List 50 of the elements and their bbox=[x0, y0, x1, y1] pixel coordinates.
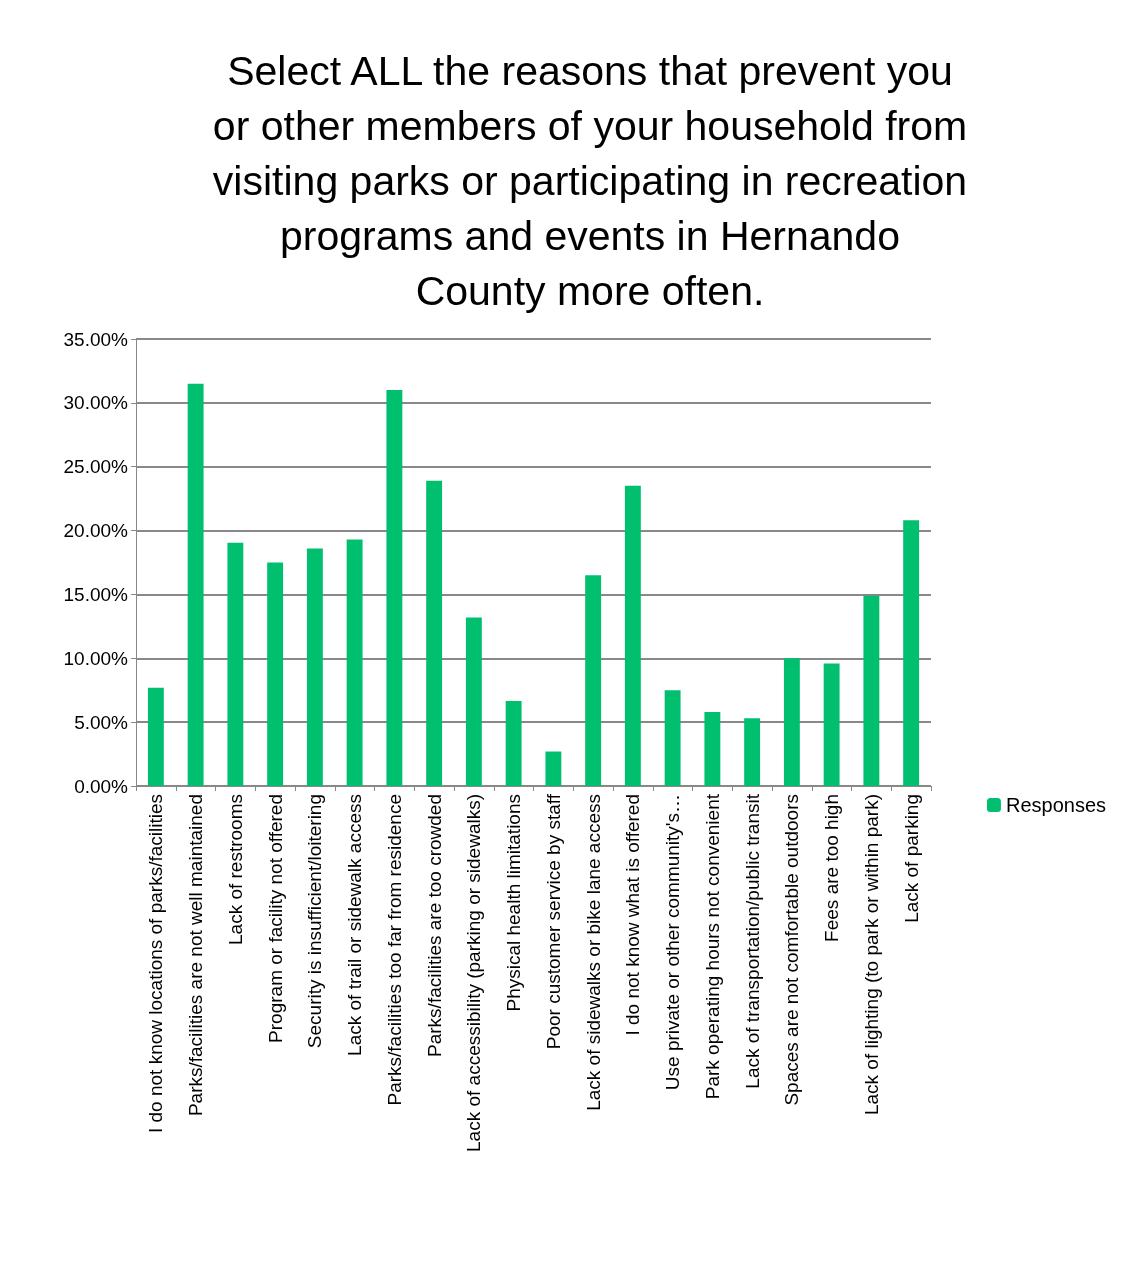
x-tick-label: Program or facility not offered bbox=[264, 794, 286, 1043]
y-tick-label: 5.00% bbox=[74, 711, 129, 733]
y-tick-label: 10.00% bbox=[63, 647, 129, 669]
bar bbox=[624, 485, 641, 786]
x-tick-label: I do not know locations of parks/facilities bbox=[145, 794, 167, 1134]
bar bbox=[306, 548, 323, 786]
bar bbox=[783, 658, 800, 786]
x-tick-label: Parks/facilities are too crowded bbox=[423, 794, 445, 1057]
bar bbox=[147, 687, 164, 786]
x-tick-label: Poor customer service by staff bbox=[542, 793, 564, 1050]
bar bbox=[863, 595, 880, 786]
bar bbox=[823, 663, 840, 786]
bar bbox=[903, 520, 920, 786]
x-tick-label: Lack of sidewalks or bike lane access bbox=[582, 794, 604, 1111]
x-tick-label: Lack of lighting (to park or within park) bbox=[860, 794, 882, 1116]
x-tick-label: Lack of parking bbox=[900, 794, 922, 923]
y-tick-label: 15.00% bbox=[63, 583, 129, 605]
legend-label: Responses bbox=[1005, 794, 1106, 816]
x-tick-label: Lack of transportation/public transit bbox=[741, 793, 763, 1089]
bar bbox=[267, 562, 284, 786]
bar bbox=[346, 539, 363, 786]
x-tick-label: Parks/facilities too far from residence bbox=[383, 794, 405, 1106]
x-tick-label: Park operating hours not convenient bbox=[701, 793, 723, 1100]
bar bbox=[426, 480, 443, 786]
bar bbox=[545, 751, 562, 786]
x-tick-label: Physical health limitations bbox=[503, 794, 525, 1012]
y-tick-label: 35.00% bbox=[63, 328, 129, 350]
y-tick-label: 25.00% bbox=[63, 456, 129, 478]
y-tick-label: 0.00% bbox=[74, 775, 129, 797]
bar bbox=[187, 383, 204, 786]
bar bbox=[386, 390, 403, 786]
x-tick-label: Lack of accessibility (parking or sidewalks) bbox=[463, 794, 485, 1152]
y-tick-label: 20.00% bbox=[63, 520, 129, 542]
bar bbox=[664, 690, 681, 786]
x-tick-label: Spaces are not comfortable outdoors bbox=[781, 794, 803, 1106]
bar bbox=[465, 617, 482, 786]
x-tick-label: Lack of restrooms bbox=[224, 794, 246, 945]
x-tick-label: Fees are too high bbox=[821, 794, 843, 942]
x-tick-label: Lack of trail or sidewalk access bbox=[344, 794, 366, 1056]
bar bbox=[744, 718, 761, 786]
chart-title: Select ALL the reasons that prevent you or other members of your household from visiting parks or participating in recreation programs and events in Hernando County more often. bbox=[212, 47, 968, 314]
bar bbox=[704, 711, 721, 786]
x-tick-label: Security is insufficient/loitering bbox=[304, 794, 326, 1049]
x-tick-label: I do not know what is offered bbox=[622, 794, 644, 1036]
bar bbox=[227, 542, 244, 786]
bar bbox=[585, 575, 602, 786]
x-tick-label: Use private or other community's… bbox=[662, 794, 684, 1091]
bar bbox=[505, 701, 522, 786]
y-tick-label: 30.00% bbox=[63, 392, 129, 414]
x-tick-label: Parks/facilities are not well maintained bbox=[185, 794, 207, 1117]
